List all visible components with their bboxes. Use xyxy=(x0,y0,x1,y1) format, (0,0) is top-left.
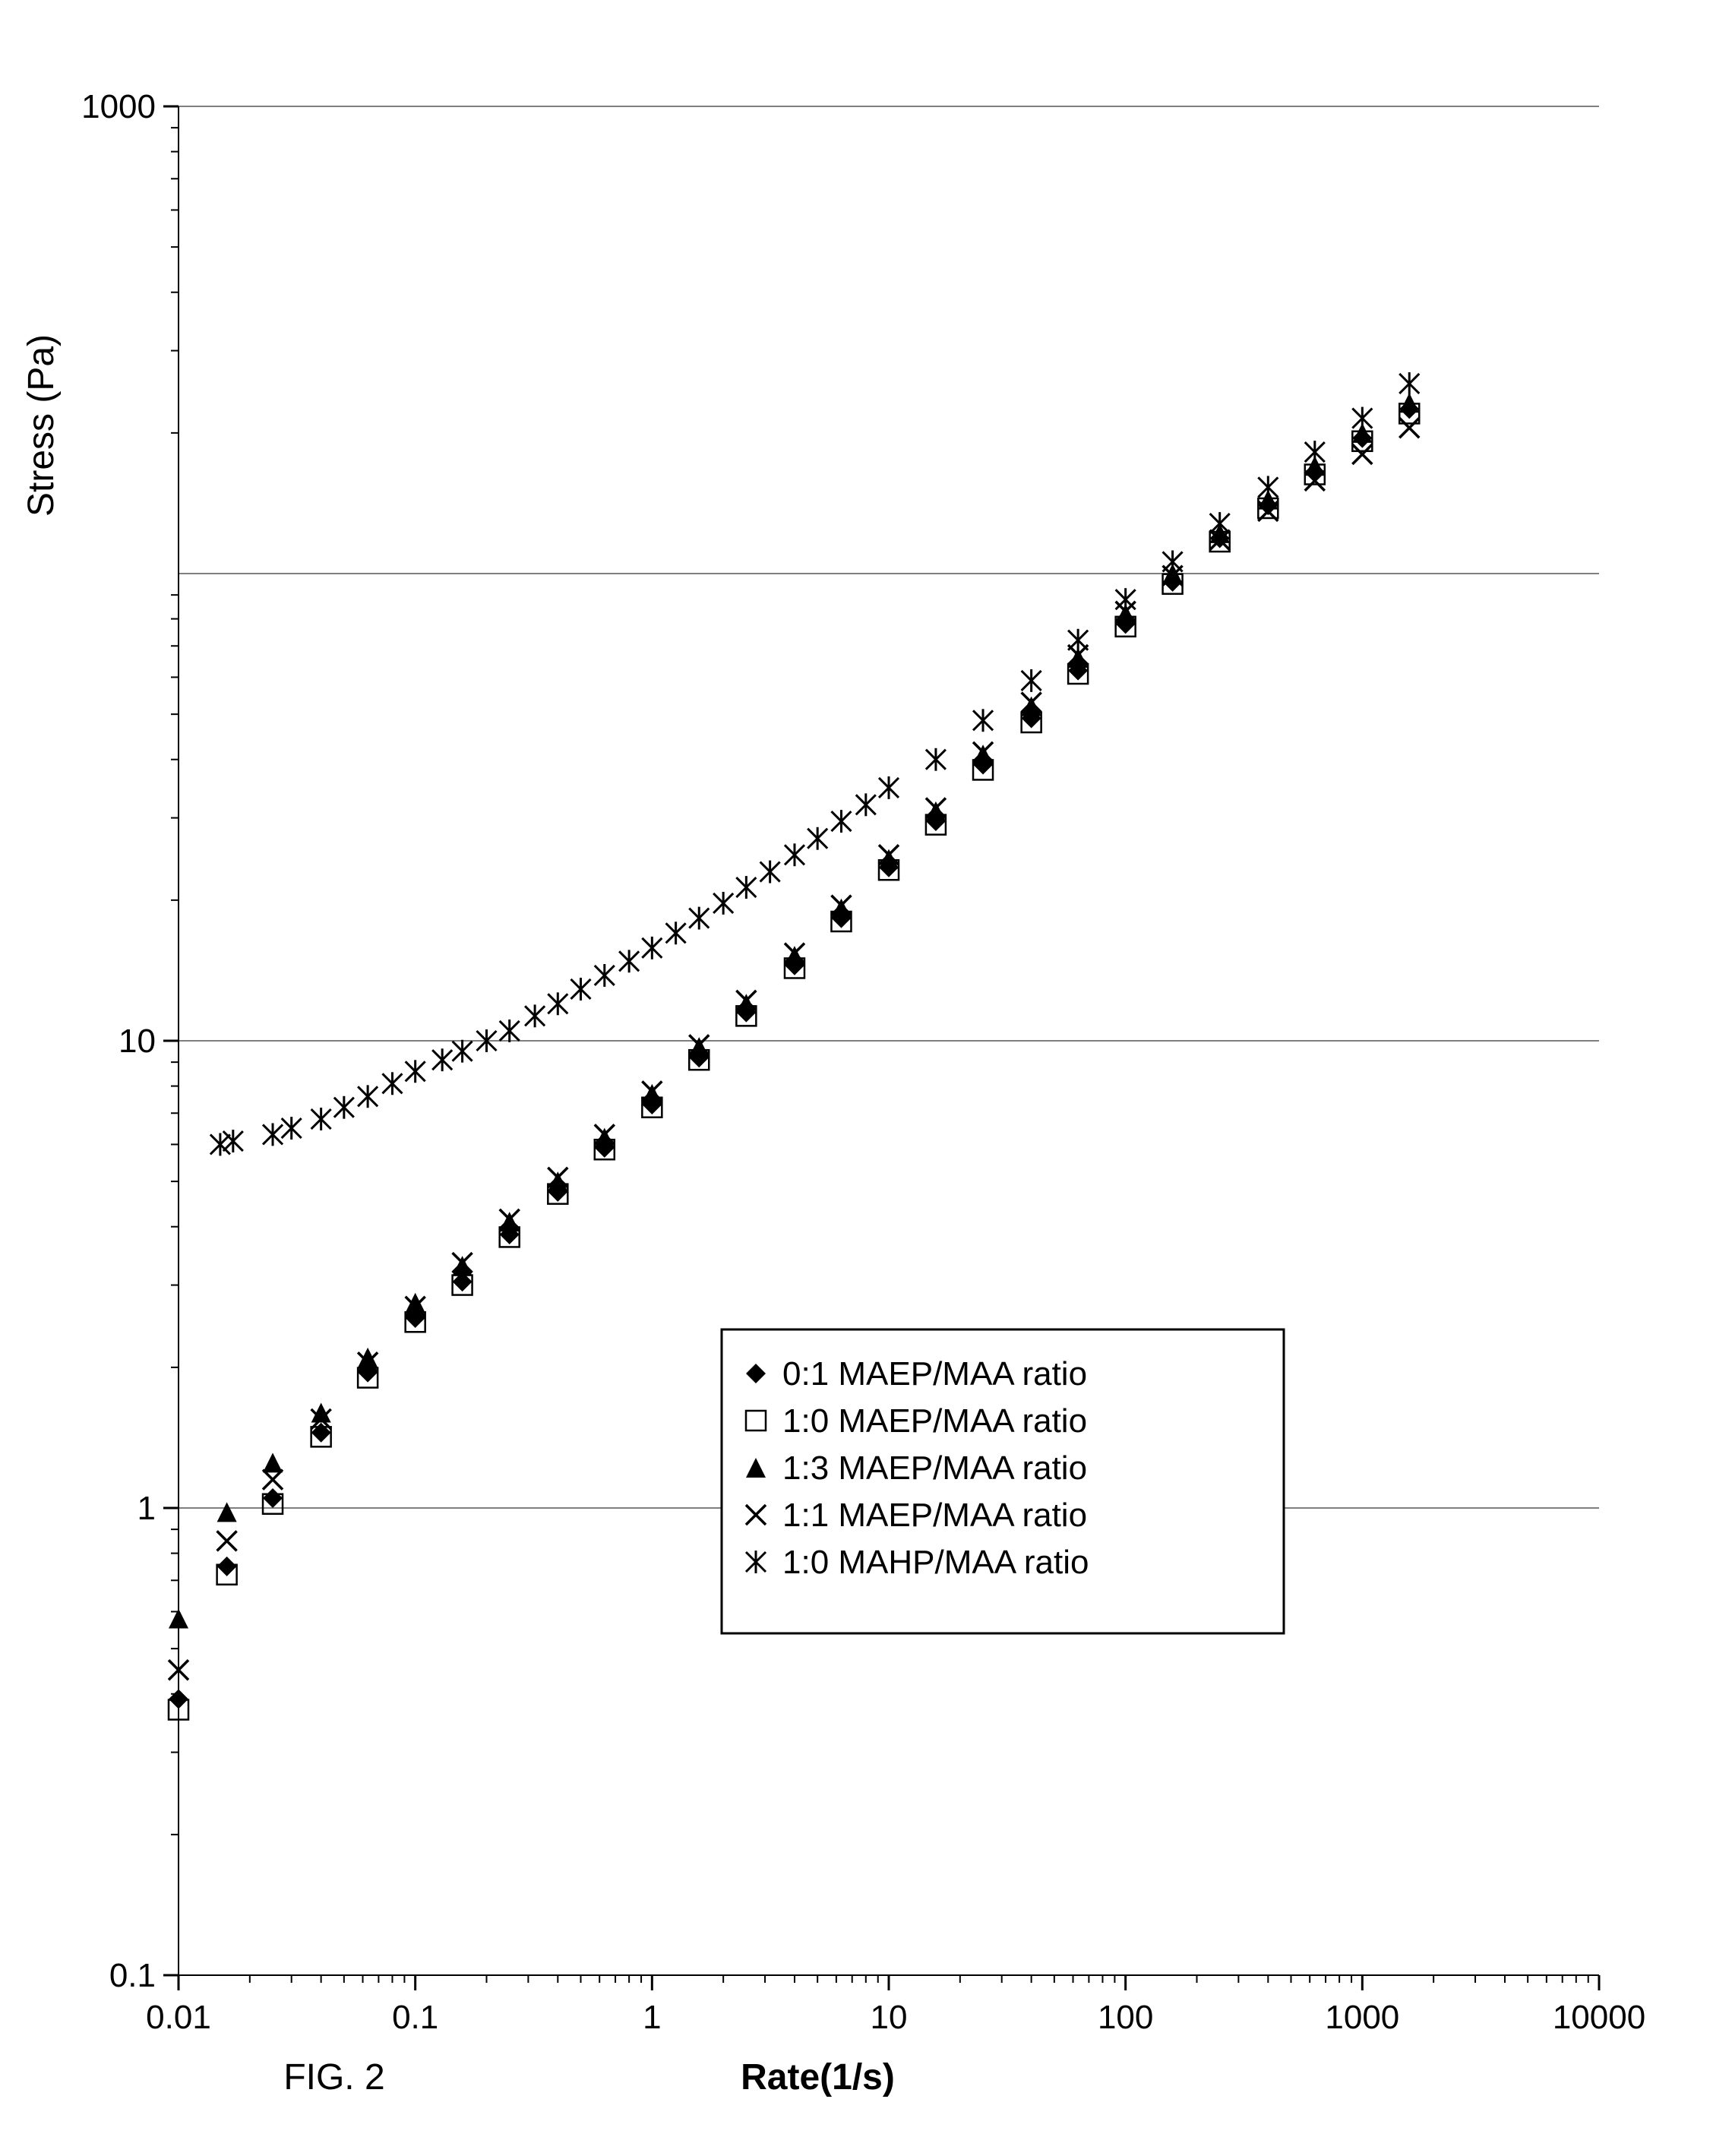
xtick-label: 100 xyxy=(1098,1999,1153,2036)
ytick-label: 1 xyxy=(137,1490,156,1527)
xtick-label: 0.1 xyxy=(392,1999,438,2036)
legend-item-label: 1:3 MAEP/MAA ratio xyxy=(782,1449,1087,1487)
legend-item-label: 1:1 MAEP/MAA ratio xyxy=(782,1497,1087,1534)
ytick-label: 10 xyxy=(119,1023,156,1060)
ytick-label: 1000 xyxy=(81,88,156,125)
legend-item-label: 1:0 MAHP/MAA ratio xyxy=(782,1544,1089,1581)
xtick-label: 1000 xyxy=(1325,1999,1399,2036)
legend-item-label: 0:1 MAEP/MAA ratio xyxy=(782,1355,1087,1393)
page-container: 0.01 0.1 1 10 100 1000 10000 0.1 1 10 1000 Stress (… xyxy=(0,0,1713,2156)
ytick-label: 0.1 xyxy=(109,1957,156,1994)
legend-item-label: 1:0 MAEP/MAA ratio xyxy=(782,1402,1087,1440)
y-axis-label: Stress (Pa) xyxy=(21,334,62,517)
xtick-label: 0.01 xyxy=(146,1999,211,2036)
figure-caption: FIG. 2 xyxy=(283,2057,384,2098)
x-axis-label: Rate(1/s) xyxy=(741,2057,895,2098)
rheology-chart: 0.01 0.1 1 10 100 1000 10000 0.1 1 10 1000 Stress (… xyxy=(0,0,1713,2156)
xtick-label: 10 xyxy=(871,1999,908,2036)
xtick-label: 10000 xyxy=(1553,1999,1645,2036)
xtick-label: 1 xyxy=(643,1999,661,2036)
